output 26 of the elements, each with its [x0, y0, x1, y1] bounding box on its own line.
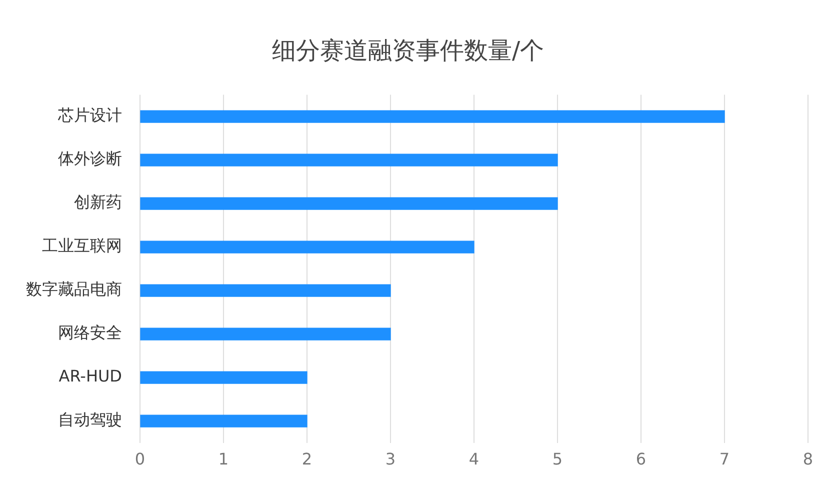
chart-title: 细分赛道融资事件数量/个	[272, 36, 544, 65]
x-tick-label: 5	[552, 450, 563, 469]
bar	[140, 110, 725, 123]
bar	[140, 154, 558, 166]
y-tick-label: 体外诊断	[58, 149, 122, 168]
bar	[140, 284, 391, 297]
bar	[140, 414, 308, 428]
bar	[140, 240, 474, 254]
x-tick-label: 3	[385, 450, 396, 469]
x-tick-label: 6	[636, 450, 646, 469]
x-tick-label: 7	[719, 450, 730, 469]
x-tick-label: 1	[218, 450, 229, 469]
x-tick-label: 4	[468, 450, 480, 469]
y-tick-label: AR-HUD	[58, 366, 122, 386]
y-tick-label: 创新药	[74, 192, 122, 212]
x-tick-label: 8	[802, 450, 814, 469]
y-tick-label: 数字藏品电商	[26, 280, 122, 299]
bar	[140, 197, 558, 210]
y-tick-label: 工业互联网	[42, 236, 122, 256]
x-tick-label: 2	[302, 450, 312, 469]
bar	[140, 328, 391, 340]
y-tick-label: 芯片设计	[57, 106, 122, 125]
y-tick-label: 自动驾驶	[58, 410, 122, 430]
y-tick-label: 网络安全	[58, 323, 122, 342]
bar	[140, 371, 308, 384]
x-tick-label: 0	[134, 450, 146, 469]
